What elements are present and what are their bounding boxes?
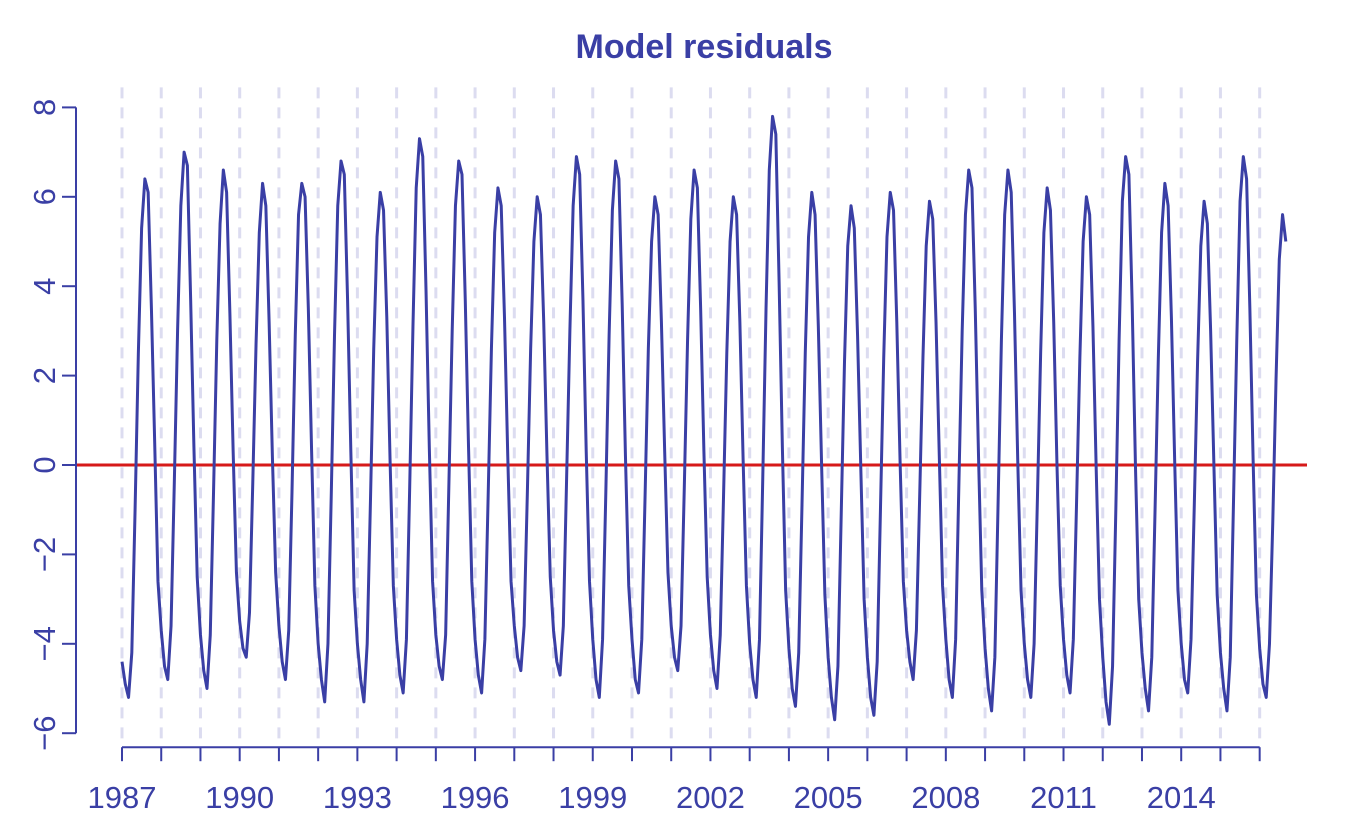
y-tick-label-0: 0 (27, 456, 62, 473)
x-tick-label-1990: 1990 (205, 780, 274, 815)
x-tick-label-2014: 2014 (1147, 780, 1216, 815)
y-tick-label--2: −2 (27, 537, 62, 572)
x-tick-label-2008: 2008 (911, 780, 980, 815)
x-tick-label-1987: 1987 (88, 780, 157, 815)
x-axis: 1987 1990 1993 1996 1999 2002 2005 2008 2011 2014 (88, 746, 1261, 815)
y-tick-label-8: 8 (27, 99, 62, 116)
chart-title: Model residuals (576, 28, 833, 66)
y-tick-label--6: −6 (27, 716, 62, 751)
x-tick-label-2005: 2005 (794, 780, 863, 815)
y-tick-label--4: −4 (27, 626, 62, 661)
x-tick-label-1996: 1996 (441, 780, 510, 815)
x-tick-label-2002: 2002 (676, 780, 745, 815)
x-tick-label-1993: 1993 (323, 780, 392, 815)
x-tick-label-1999: 1999 (558, 780, 627, 815)
y-tick-label-2: 2 (27, 367, 62, 384)
residual-series-line (120, 114, 1288, 726)
y-axis: −6 −4 −2 0 2 4 6 8 (27, 99, 77, 751)
y-tick-label-6: 6 (27, 188, 62, 205)
y-tick-label-4: 4 (27, 278, 62, 295)
x-tick-label-2011: 2011 (1030, 780, 1097, 815)
